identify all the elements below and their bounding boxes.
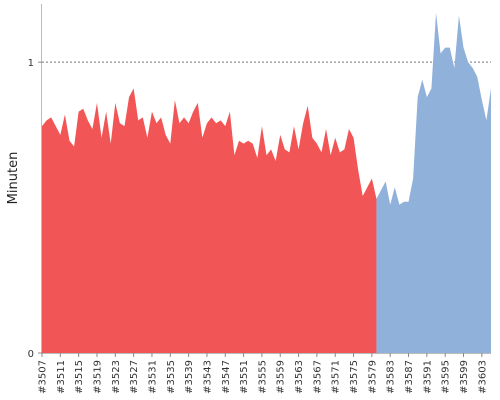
x-tick-label: #3587: [404, 360, 415, 394]
x-tick-label: #3603: [477, 360, 488, 394]
x-tick-label: #3583: [386, 360, 397, 394]
x-tick-label: #3575: [349, 360, 360, 394]
area-series-2: [376, 12, 491, 353]
x-tick-label: #3571: [331, 360, 342, 394]
plot-area: [42, 12, 491, 353]
x-tick-label: #3539: [184, 360, 195, 394]
x-tick-label: #3523: [111, 360, 122, 394]
x-tick-label: #3519: [92, 360, 103, 394]
x-tick-label: #3579: [367, 360, 378, 394]
x-tick-label: #3515: [74, 360, 85, 394]
area-series-1: [42, 88, 377, 353]
x-tick-label: #3555: [257, 360, 268, 394]
x-tick-label: #3563: [294, 360, 305, 394]
x-tick-label: #3507: [38, 360, 49, 394]
y-tick-label: 0: [28, 349, 34, 360]
x-tick-label: #3535: [166, 360, 177, 394]
x-tick-label: #3511: [56, 360, 67, 394]
x-tick-label: #3531: [147, 360, 158, 394]
x-tick-label: #3527: [129, 360, 140, 394]
x-tick-label: #3543: [202, 360, 213, 394]
x-tick-label: #3591: [422, 360, 433, 394]
y-axis-title: Minuten: [6, 152, 21, 205]
x-tick-label: #3559: [276, 360, 287, 394]
axes: 0 1 #3507 #3511 #3515 #3519 #3523 #3527 #3531 #35…: [28, 4, 491, 394]
x-tick-label: #3551: [239, 360, 250, 394]
x-tick-label: #3567: [312, 360, 323, 394]
x-tick-label: #3599: [459, 360, 470, 394]
x-tick-label: #3547: [221, 360, 232, 394]
y-tick-label: 1: [28, 58, 34, 69]
x-tick-label: #3595: [441, 360, 452, 394]
